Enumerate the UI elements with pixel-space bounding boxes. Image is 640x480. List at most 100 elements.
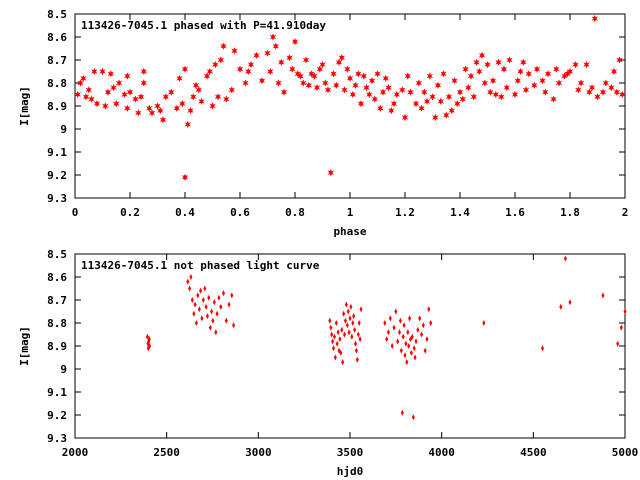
unphased-x-axis-label: hjd0	[337, 465, 364, 478]
unphased-data-point	[344, 301, 348, 308]
unphased-data-point	[601, 292, 605, 299]
unphased-data-point	[346, 308, 350, 315]
phased-chart: 8.58.68.78.88.999.19.29.30 0.2 0.4 0.6 0.8 1 1…	[18, 8, 628, 238]
phased-data-point	[140, 79, 147, 87]
phased-data-point	[371, 95, 378, 103]
phased-data-point	[467, 72, 475, 80]
phased-data-point	[300, 79, 307, 87]
phased-data-point	[412, 100, 420, 108]
phased-data-point	[363, 84, 370, 92]
unphased-x-tick-label: 3500	[337, 446, 364, 459]
unphased-data-point	[335, 340, 339, 347]
unphased-y-tick-label: 8.5	[47, 248, 67, 261]
unphased-data-point	[398, 329, 401, 336]
unphased-data-point	[353, 326, 357, 333]
unphased-data-point	[352, 313, 356, 320]
phased-data-point	[462, 65, 469, 73]
phased-data-point	[124, 72, 131, 80]
unphased-data-point	[408, 315, 412, 322]
phased-data-point	[542, 88, 549, 96]
unphased-y-tick-label: 9.2	[47, 409, 67, 422]
phased-data-point	[533, 65, 541, 73]
unphased-data-point	[334, 320, 338, 326]
unphased-y-tick-label: 9	[60, 363, 67, 376]
phased-data-point	[341, 86, 348, 94]
phased-data-point	[88, 95, 95, 103]
phased-data-point	[212, 61, 219, 69]
phased-x-tick-label: 2	[622, 206, 629, 219]
unphased-data-point	[409, 349, 413, 356]
unphased-data-point	[224, 317, 228, 324]
unphased-data-point	[219, 303, 223, 310]
phased-y-tick-label: 9.3	[47, 192, 67, 205]
unphased-data-point	[414, 338, 418, 345]
unphased-data-point	[350, 333, 354, 340]
phased-data-point	[137, 93, 145, 101]
phased-data-point	[74, 90, 81, 99]
phased-data-point	[91, 67, 98, 76]
phased-data-point	[476, 67, 483, 76]
unphased-data-point	[563, 255, 567, 262]
phased-data-point	[418, 104, 425, 112]
unphased-data-point	[207, 294, 211, 301]
phased-data-point	[357, 100, 365, 108]
phased-data-point	[520, 58, 527, 66]
phased-data-point	[489, 77, 497, 85]
unphased-data-point	[390, 343, 394, 349]
phased-data-point	[553, 65, 560, 73]
unphased-data-point	[343, 317, 347, 324]
unphased-data-point	[340, 326, 344, 333]
phased-data-point	[451, 77, 458, 85]
phased-data-point	[366, 90, 373, 99]
unphased-data-point	[338, 336, 342, 343]
phased-data-point	[107, 70, 114, 78]
unphased-data-point	[399, 347, 403, 354]
phased-data-point	[162, 93, 169, 101]
unphased-data-point	[189, 274, 193, 280]
phased-data-point	[429, 93, 436, 101]
phased-data-point	[599, 88, 607, 96]
unphased-data-point	[420, 331, 423, 338]
phased-data-point	[426, 72, 433, 80]
phased-data-point	[355, 70, 362, 78]
unphased-data-point	[331, 338, 335, 345]
unphased-data-point	[210, 308, 214, 315]
unphased-data-point	[349, 303, 353, 310]
phased-data-point	[278, 58, 285, 66]
phased-data-point	[104, 88, 112, 96]
phased-data-point	[522, 86, 530, 94]
phased-data-point	[473, 58, 480, 66]
phased-data-point	[423, 97, 431, 105]
unphased-data-point	[203, 285, 207, 292]
phased-data-point	[613, 88, 620, 96]
phased-data-point	[291, 38, 299, 46]
phased-y-axis-label: I[mag]	[18, 86, 31, 126]
unphased-data-point	[357, 320, 361, 326]
unphased-data-point	[401, 333, 405, 340]
phased-data-point	[333, 81, 340, 89]
phased-data-point	[264, 49, 271, 57]
unphased-data-point	[619, 324, 623, 331]
unphased-data-point	[329, 324, 333, 331]
unphased-data-point	[568, 299, 572, 306]
phased-data-point	[575, 86, 582, 94]
unphased-data-point	[402, 322, 406, 329]
phased-data-point	[374, 70, 381, 78]
phased-data-point	[407, 88, 414, 96]
phased-data-point	[82, 93, 90, 101]
phased-data-point	[247, 61, 255, 69]
phased-x-tick-label: 1.2	[395, 206, 415, 219]
phased-data-point	[484, 61, 491, 69]
phased-data-point	[555, 79, 563, 87]
unphased-y-tick-label: 8.9	[47, 340, 67, 353]
unphased-data-point	[212, 299, 216, 306]
phased-data-point	[110, 84, 117, 92]
phased-data-point	[511, 90, 519, 99]
unphased-data-point	[425, 336, 429, 343]
phased-y-tick-label: 8.9	[47, 100, 67, 113]
phased-data-point	[184, 120, 191, 128]
phased-data-point	[302, 56, 310, 64]
unphased-x-tick-label: 4500	[520, 446, 547, 459]
unphased-data-point	[351, 320, 355, 326]
